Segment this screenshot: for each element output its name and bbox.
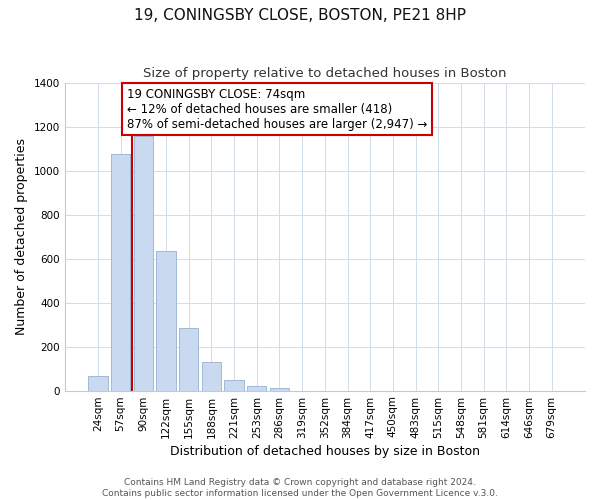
Bar [247, 386, 266, 390]
Bar [224, 380, 244, 390]
Bar [134, 136, 153, 390]
Bar [270, 388, 289, 390]
Bar [179, 328, 199, 390]
Bar [111, 154, 130, 390]
Text: Contains HM Land Registry data © Crown copyright and database right 2024.
Contai: Contains HM Land Registry data © Crown c… [102, 478, 498, 498]
Title: Size of property relative to detached houses in Boston: Size of property relative to detached ho… [143, 68, 506, 80]
Bar [157, 251, 176, 390]
Bar [88, 376, 107, 390]
Text: 19 CONINGSBY CLOSE: 74sqm
← 12% of detached houses are smaller (418)
87% of semi: 19 CONINGSBY CLOSE: 74sqm ← 12% of detac… [127, 88, 427, 130]
Bar [202, 362, 221, 390]
X-axis label: Distribution of detached houses by size in Boston: Distribution of detached houses by size … [170, 444, 480, 458]
Y-axis label: Number of detached properties: Number of detached properties [15, 138, 28, 336]
Text: 19, CONINGSBY CLOSE, BOSTON, PE21 8HP: 19, CONINGSBY CLOSE, BOSTON, PE21 8HP [134, 8, 466, 22]
